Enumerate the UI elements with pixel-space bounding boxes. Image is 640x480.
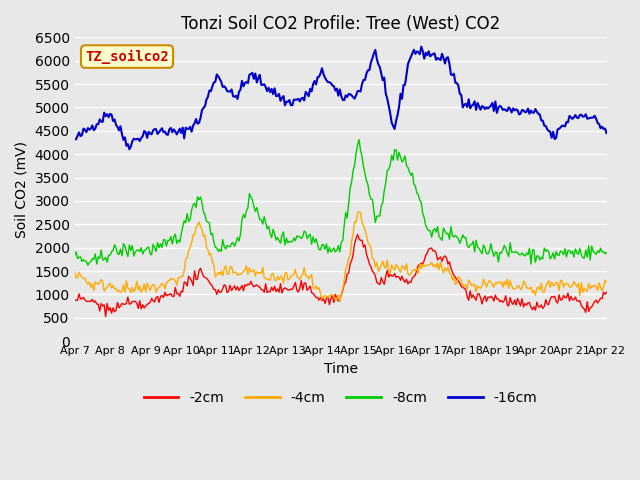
X-axis label: Time: Time xyxy=(324,361,358,375)
Title: Tonzi Soil CO2 Profile: Tree (West) CO2: Tonzi Soil CO2 Profile: Tree (West) CO2 xyxy=(181,15,500,33)
Text: TZ_soilco2: TZ_soilco2 xyxy=(85,49,169,64)
Legend: -2cm, -4cm, -8cm, -16cm: -2cm, -4cm, -8cm, -16cm xyxy=(138,385,543,410)
Y-axis label: Soil CO2 (mV): Soil CO2 (mV) xyxy=(15,141,29,238)
